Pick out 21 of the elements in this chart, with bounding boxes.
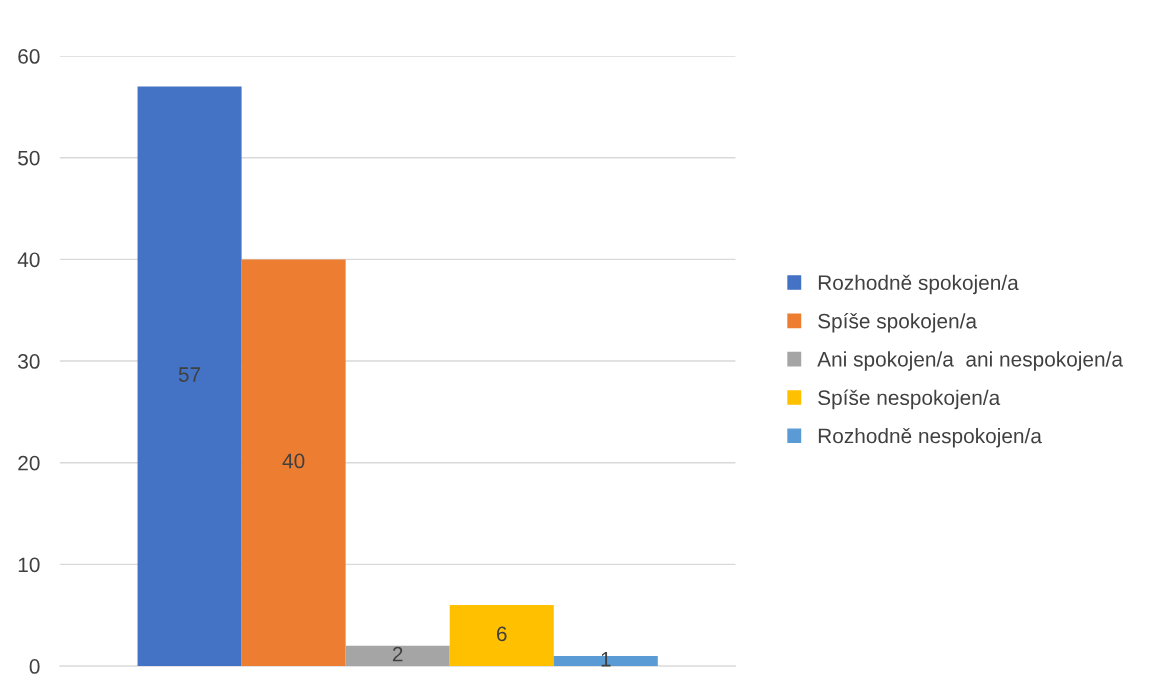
y-tick-label: 30: [18, 354, 40, 369]
y-tick-label: 40: [17, 252, 40, 268]
data-label: 6: [496, 626, 507, 642]
legend-label: Spíše nespokojen/a: [818, 389, 1001, 410]
y-tick-label: 50: [18, 150, 40, 166]
legend-label: Rozhodně nespokojen/a: [818, 427, 1042, 448]
legend-label: Ani spokojen/a ani nespokojen/a: [817, 351, 1123, 371]
data-label: 40: [282, 453, 305, 469]
y-tick-label: 10: [18, 557, 40, 573]
y-tick-label: 20: [18, 455, 40, 471]
bar: [241, 259, 346, 667]
bar: [345, 645, 450, 667]
y-tick-label: 0: [29, 659, 40, 674]
legend-label: Rozhodně spokojen/a: [818, 274, 1019, 295]
data-label: 57: [178, 367, 201, 382]
data-label: 1: [601, 652, 611, 667]
legend-label: Spíše spokojen/a: [818, 312, 978, 333]
bar: [449, 605, 554, 667]
data-label: 2: [392, 646, 403, 662]
bar: [137, 86, 242, 667]
y-tick-label: 60: [18, 49, 40, 64]
